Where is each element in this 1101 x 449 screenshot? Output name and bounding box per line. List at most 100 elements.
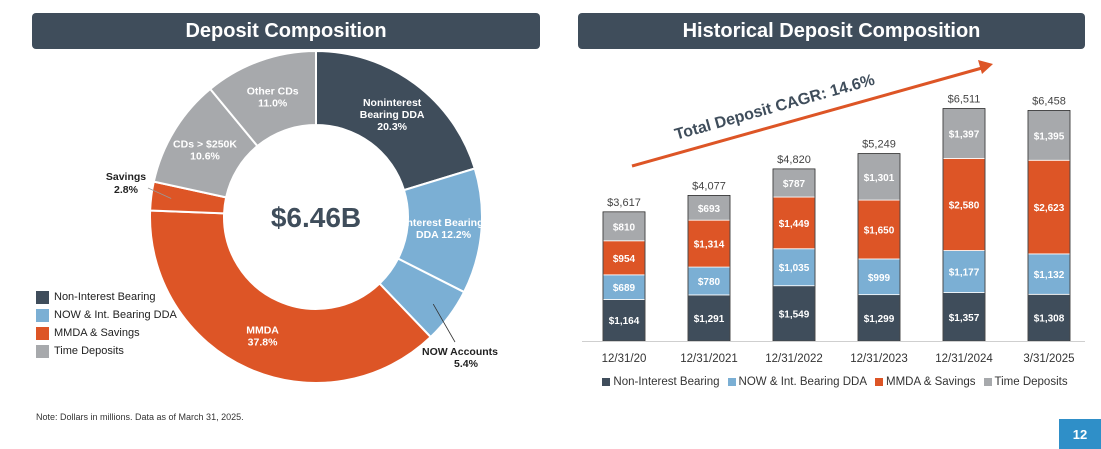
bar-segment-label: $1,299 <box>864 314 895 325</box>
legend-item-time: Time Deposits <box>983 376 1068 388</box>
bar-segment-label: $1,650 <box>864 226 895 237</box>
legend-item-mmda: MMDA & Savings <box>875 376 976 388</box>
legend-label: Time Deposits <box>54 345 124 357</box>
x-tick-label: 12/31/2024 <box>935 353 993 365</box>
bar-segment <box>942 108 986 159</box>
legend-label: MMDA & Savings <box>54 327 140 339</box>
bar-segment-label: $2,623 <box>1034 203 1065 214</box>
donut-slice <box>315 49 477 192</box>
footnote: Note: Dollars in millions. Data as of Ma… <box>36 412 244 422</box>
legend-label: Non-Interest Bearing <box>613 376 720 388</box>
legend-label: NOW & Int. Bearing DDA <box>54 309 177 321</box>
bar-segment-label: $1,035 <box>779 263 810 274</box>
donut-leader-line <box>432 303 456 343</box>
legend-item-mmda: MMDA & Savings <box>36 324 177 342</box>
x-tick-label: 12/31/2023 <box>850 353 908 365</box>
donut-slice-label: 20.3% <box>377 121 407 133</box>
legend-item-now: NOW & Int. Bearing DDA <box>36 306 177 324</box>
bar-legend: Non-Interest Bearing NOW & Int. Bearing … <box>600 376 1070 388</box>
x-tick-label: 12/31/2022 <box>765 353 823 365</box>
bar-segment-label: $1,164 <box>609 316 640 327</box>
bar-segment-label: $1,308 <box>1034 314 1065 325</box>
donut-slice-label: DDA 12.2% <box>416 229 472 241</box>
bar-segment-label: $1,357 <box>949 313 980 324</box>
bar-total-label: $6,511 <box>948 94 981 106</box>
donut-slice-label: 10.6% <box>190 150 220 162</box>
bar-segment-label: $1,395 <box>1034 131 1065 142</box>
bar-segment-label: $780 <box>698 277 721 288</box>
donut-slice-label: Bearing DDA <box>360 109 425 121</box>
donut-slice-label: Interest Bearing <box>404 217 484 229</box>
bar-segment <box>772 196 816 250</box>
x-tick-label: 12/31/20 <box>602 353 647 365</box>
legend-item-now: NOW & Int. Bearing DDA <box>727 376 868 388</box>
donut-slice-label: 2.8% <box>114 184 139 196</box>
legend-swatch <box>983 378 992 386</box>
legend-swatch <box>602 378 611 386</box>
bar-segment-label: $954 <box>613 254 636 265</box>
bar-segment-label: $1,132 <box>1034 270 1065 281</box>
bar-total-label: $4,077 <box>692 180 726 192</box>
donut-slice-label: Savings <box>106 171 146 183</box>
legend-swatch <box>727 378 736 386</box>
bar-segment <box>857 258 901 296</box>
legend-swatch <box>36 326 49 340</box>
legend-swatch <box>875 378 884 386</box>
x-tick-label: 12/31/2021 <box>680 353 738 365</box>
bar-segment-label: $1,397 <box>949 129 980 140</box>
legend-label: Non-Interest Bearing <box>54 291 156 303</box>
bar-segment <box>772 285 816 342</box>
donut-slice-label: 11.0% <box>258 98 288 110</box>
bar-segment-label: $1,314 <box>694 240 725 251</box>
bar-segment-label: $1,449 <box>779 219 810 230</box>
bar-segment-label: $689 <box>613 283 636 294</box>
bar-segment-label: $999 <box>868 273 891 284</box>
bar-segment-label: $2,580 <box>949 200 980 211</box>
legend-label: MMDA & Savings <box>886 376 976 388</box>
bar-segment <box>687 219 731 268</box>
legend-swatch <box>36 290 49 304</box>
legend-label: Time Deposits <box>994 376 1068 388</box>
legend-item-noninterest: Non-Interest Bearing <box>602 376 720 388</box>
bar-total-label: $6,458 <box>1032 95 1066 107</box>
deposit-composition-title: Deposit Composition <box>32 13 540 49</box>
x-tick-label: 3/31/2025 <box>1023 353 1074 365</box>
donut-slice <box>149 209 433 384</box>
bar-segment <box>687 294 731 342</box>
bar-total-label: $4,820 <box>777 154 811 166</box>
bar-segment <box>687 266 731 296</box>
historical-deposit-composition-title: Historical Deposit Composition <box>578 13 1085 49</box>
legend-label: NOW & Int. Bearing DDA <box>738 376 868 388</box>
bar-segment-label: $787 <box>783 179 806 190</box>
bar-segment-label: $1,291 <box>694 314 725 325</box>
bar-segment-label: $1,177 <box>949 268 980 279</box>
bar-segment-label: $810 <box>613 222 636 233</box>
bar-segment <box>602 299 646 342</box>
bar-segment-label: $1,301 <box>864 173 895 184</box>
legend-item-noninterest: Non-Interest Bearing <box>36 288 177 306</box>
cagr-annotation: Total Deposit CAGR: 14.6% <box>673 72 877 144</box>
bar-segment-label: $1,549 <box>779 309 810 320</box>
donut-legend: Non-Interest Bearing NOW & Int. Bearing … <box>36 288 177 360</box>
legend-item-time: Time Deposits <box>36 342 177 360</box>
bar-segment <box>1027 159 1071 255</box>
page-number: 12 <box>1059 419 1101 449</box>
donut-slice-label: 5.4% <box>454 358 479 370</box>
legend-swatch <box>36 308 49 322</box>
donut-slice <box>208 49 317 148</box>
donut-slice-label: Other CDs <box>247 86 299 98</box>
bar-total-label: $3,617 <box>607 197 641 209</box>
donut-slice-label: Noninterest <box>363 97 422 109</box>
donut-slice-label: MMDA <box>246 325 279 337</box>
donut-slice-label: NOW Accounts <box>422 346 498 358</box>
donut-leader-line <box>147 187 172 199</box>
cagr-arrow-line <box>631 66 983 168</box>
bar-segment-label: $693 <box>698 204 721 215</box>
donut-center-total: $6.46B <box>271 202 361 233</box>
donut-slice-label: 37.8% <box>248 337 278 349</box>
legend-swatch <box>36 344 49 358</box>
donut-slice-label: CDs > $250K <box>173 138 237 150</box>
bar-total-label: $5,249 <box>862 139 896 151</box>
bar-segment <box>1027 110 1071 161</box>
